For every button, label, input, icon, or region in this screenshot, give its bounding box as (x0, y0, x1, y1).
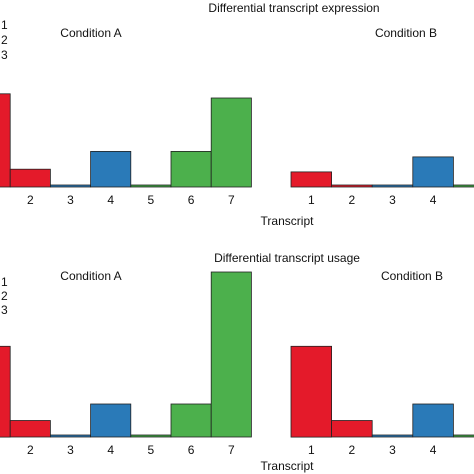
gene-label-3-bottom: 3 (1, 303, 8, 317)
condition-b-label-top: Condition B (375, 26, 437, 40)
bar-transcript-1 (290, 171, 332, 188)
x-axis-label-top: Transcript (261, 214, 315, 228)
bar-transcript-4 (90, 403, 132, 438)
bar-transcript-1 (290, 345, 332, 438)
bar-transcript-6 (170, 403, 212, 438)
bars-bottom-condition-b: 1 2 3 4 (290, 345, 474, 457)
tick-label-2: 2 (349, 193, 356, 207)
tick-label-1: 1 (308, 443, 315, 457)
tick-label-3: 3 (67, 193, 74, 207)
bar-transcript-7 (210, 97, 252, 188)
bar-transcript-3 (50, 184, 92, 188)
tick-label-3: 3 (389, 193, 396, 207)
bar-transcript-1 (0, 93, 11, 188)
tick-label-4: 4 (107, 193, 114, 207)
tick-label-7: 7 (228, 443, 235, 457)
bar-transcript-4 (90, 150, 132, 188)
tick-label-3: 3 (389, 443, 396, 457)
tick-label-5: 5 (148, 193, 155, 207)
tick-label-5: 5 (148, 443, 155, 457)
bar-transcript-1 (0, 345, 11, 438)
bar-transcript-2 (331, 184, 373, 188)
bar-transcript-5 (130, 184, 172, 188)
gene-label-1-top: 1 (1, 18, 8, 32)
bars-top-condition-b: 1 2 3 4 (290, 156, 474, 207)
bar-transcript-6 (170, 150, 212, 188)
condition-a-label-bottom: Condition A (60, 269, 121, 283)
bar-transcript-3 (50, 434, 92, 438)
tick-label-6: 6 (188, 193, 195, 207)
bar-transcript-2 (9, 168, 51, 188)
tick-label-1: 1 (308, 193, 315, 207)
bars-top-condition-a: 2 3 4 5 6 7 (0, 93, 252, 207)
gene-label-1-bottom: 1 (1, 275, 8, 289)
bar-transcript-5 (452, 184, 474, 188)
chart-title-bottom: Differential transcript usage (214, 251, 360, 265)
condition-b-label-bottom: Condition B (381, 269, 443, 283)
tick-label-4: 4 (430, 193, 437, 207)
tick-label-2: 2 (27, 193, 34, 207)
bar-transcript-3 (371, 184, 414, 188)
bar-transcript-2 (331, 420, 373, 438)
bar-transcript-3 (371, 434, 414, 438)
bar-transcript-4 (412, 156, 454, 188)
bar-transcript-7 (210, 271, 252, 438)
tick-label-2: 2 (27, 443, 34, 457)
bar-transcript-5 (452, 434, 474, 438)
condition-a-label-top: Condition A (60, 26, 121, 40)
tick-label-4: 4 (430, 443, 437, 457)
tick-label-7: 7 (228, 193, 235, 207)
chart-title-top: Differential transcript expression (208, 1, 379, 15)
tick-label-6: 6 (188, 443, 195, 457)
gene-label-2-top: 2 (1, 33, 8, 47)
tick-label-4: 4 (107, 443, 114, 457)
bar-transcript-5 (130, 434, 172, 438)
tick-label-2: 2 (349, 443, 356, 457)
bar-transcript-2 (9, 420, 51, 438)
x-axis-label-bottom: Transcript (261, 459, 315, 473)
bar-transcript-4 (412, 403, 454, 438)
gene-label-2-bottom: 2 (1, 289, 8, 303)
tick-label-3: 3 (67, 443, 74, 457)
gene-label-3-top: 3 (1, 48, 8, 62)
